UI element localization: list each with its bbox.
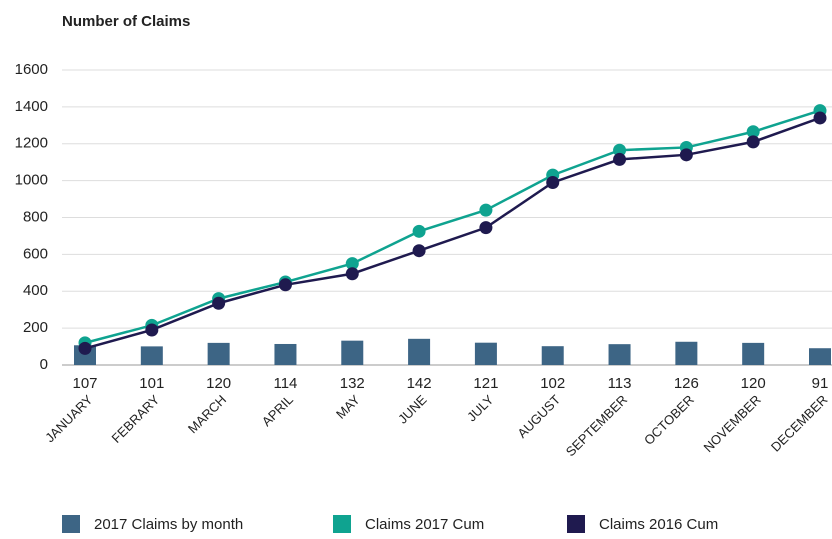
point [546,175,560,189]
point [746,125,760,139]
y-tick-label: 1200 [15,135,48,152]
value-label: 132 [340,375,365,392]
x-tick-label: AUGUST [514,392,563,441]
line [84,109,821,345]
line [84,116,821,350]
point [345,257,359,271]
point [345,267,359,281]
bar [675,341,698,365]
point [145,323,159,337]
legend-swatch [62,515,80,533]
value-label: 121 [473,375,498,392]
y-tick-label: 200 [23,319,48,336]
value-label: 120 [741,375,766,392]
point [278,278,292,292]
bar [541,346,564,365]
point [813,111,827,125]
point [78,341,92,355]
point [212,296,226,310]
y-tick-label: 1600 [15,61,48,78]
value-label: 102 [540,375,565,392]
bar [742,342,765,365]
value-label: 91 [812,375,829,392]
y-tick-label: 600 [23,245,48,262]
value-label: 114 [273,375,297,392]
y-tick-label: 800 [23,208,48,225]
legend-swatch [567,515,585,533]
bar [341,340,364,365]
bar [140,346,163,365]
x-tick-label: NOVEMBER [701,392,764,455]
value-label: 101 [139,375,164,392]
x-tick-label: JULY [464,392,497,425]
legend-label: Claims 2016 Cum [599,516,718,533]
value-label: 120 [206,375,231,392]
x-tick-label: MAY [333,392,363,422]
point [412,244,426,258]
value-label: 107 [72,375,97,392]
x-tick-label: APRIL [259,392,296,429]
point [479,221,493,235]
bar [274,343,297,365]
chart-title: Number of Claims [62,13,190,30]
point [746,135,760,149]
legend-swatch [333,515,351,533]
x-tick-label: OCTOBER [641,392,697,448]
point [412,224,426,238]
bar [207,342,230,365]
point [679,148,693,162]
point [479,203,493,217]
x-tick-label: JANUARY [42,392,96,446]
value-label: 113 [608,375,632,392]
legend-label: Claims 2017 Cum [365,516,484,533]
y-tick-label: 1400 [15,98,48,115]
x-tick-label: FEBRARY [109,392,163,446]
point [613,152,627,166]
value-label: 142 [407,375,432,392]
legend-label: 2017 Claims by month [94,516,243,533]
y-tick-label: 400 [23,282,48,299]
y-tick-label: 1000 [15,172,48,189]
x-tick-label: JUNE [395,392,430,427]
y-tick-label: 0 [40,356,48,373]
bar [408,338,431,365]
bar [474,342,497,365]
x-tick-label: DECEMBER [768,392,831,455]
x-tick-label: MARCH [185,392,229,436]
bar [608,344,631,365]
value-label: 126 [674,375,699,392]
bar [809,348,831,365]
point [613,143,627,157]
x-tick-label: SEPTEMBER [563,392,630,459]
